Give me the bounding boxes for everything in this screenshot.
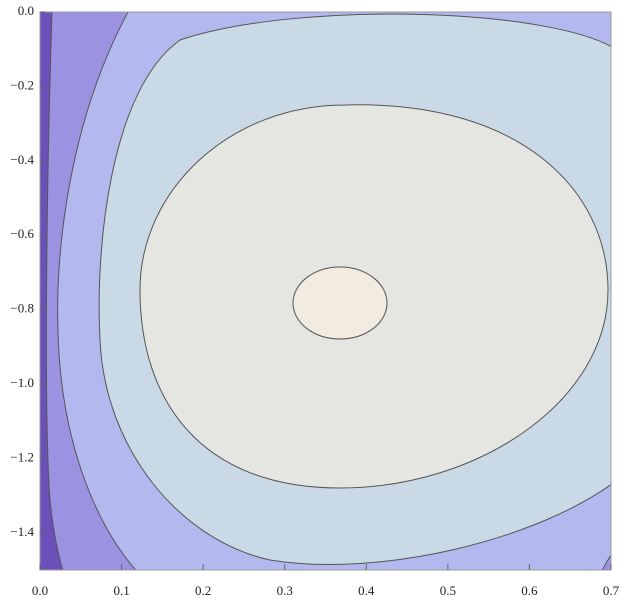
x-tick-label: 0.5 [440, 583, 456, 598]
y-tick-label: −0.2 [10, 77, 34, 92]
y-tick-label: −1.4 [10, 524, 34, 539]
x-tick-label: 0.6 [521, 583, 538, 598]
contour-level [601, 554, 611, 570]
y-tick-label: −0.6 [10, 226, 34, 241]
x-tick-label: 0.0 [32, 583, 48, 598]
y-tick-label: −0.4 [10, 152, 34, 167]
x-tick-label: 0.7 [603, 583, 620, 598]
contour-level [40, 12, 137, 570]
y-tick-label: 0.0 [18, 3, 34, 18]
x-tick-label: 0.4 [358, 583, 375, 598]
y-tick-label: −1.0 [10, 375, 34, 390]
x-tick-label: 0.1 [113, 583, 129, 598]
x-tick-label: 0.2 [195, 583, 211, 598]
x-tick-label: 0.3 [277, 583, 293, 598]
contour-level [292, 266, 388, 340]
y-tick-label: −0.8 [10, 301, 34, 316]
y-tick-label: −1.2 [10, 449, 34, 464]
contour-plot [40, 12, 611, 570]
plot-frame [39, 11, 612, 571]
contour-level [40, 12, 64, 570]
